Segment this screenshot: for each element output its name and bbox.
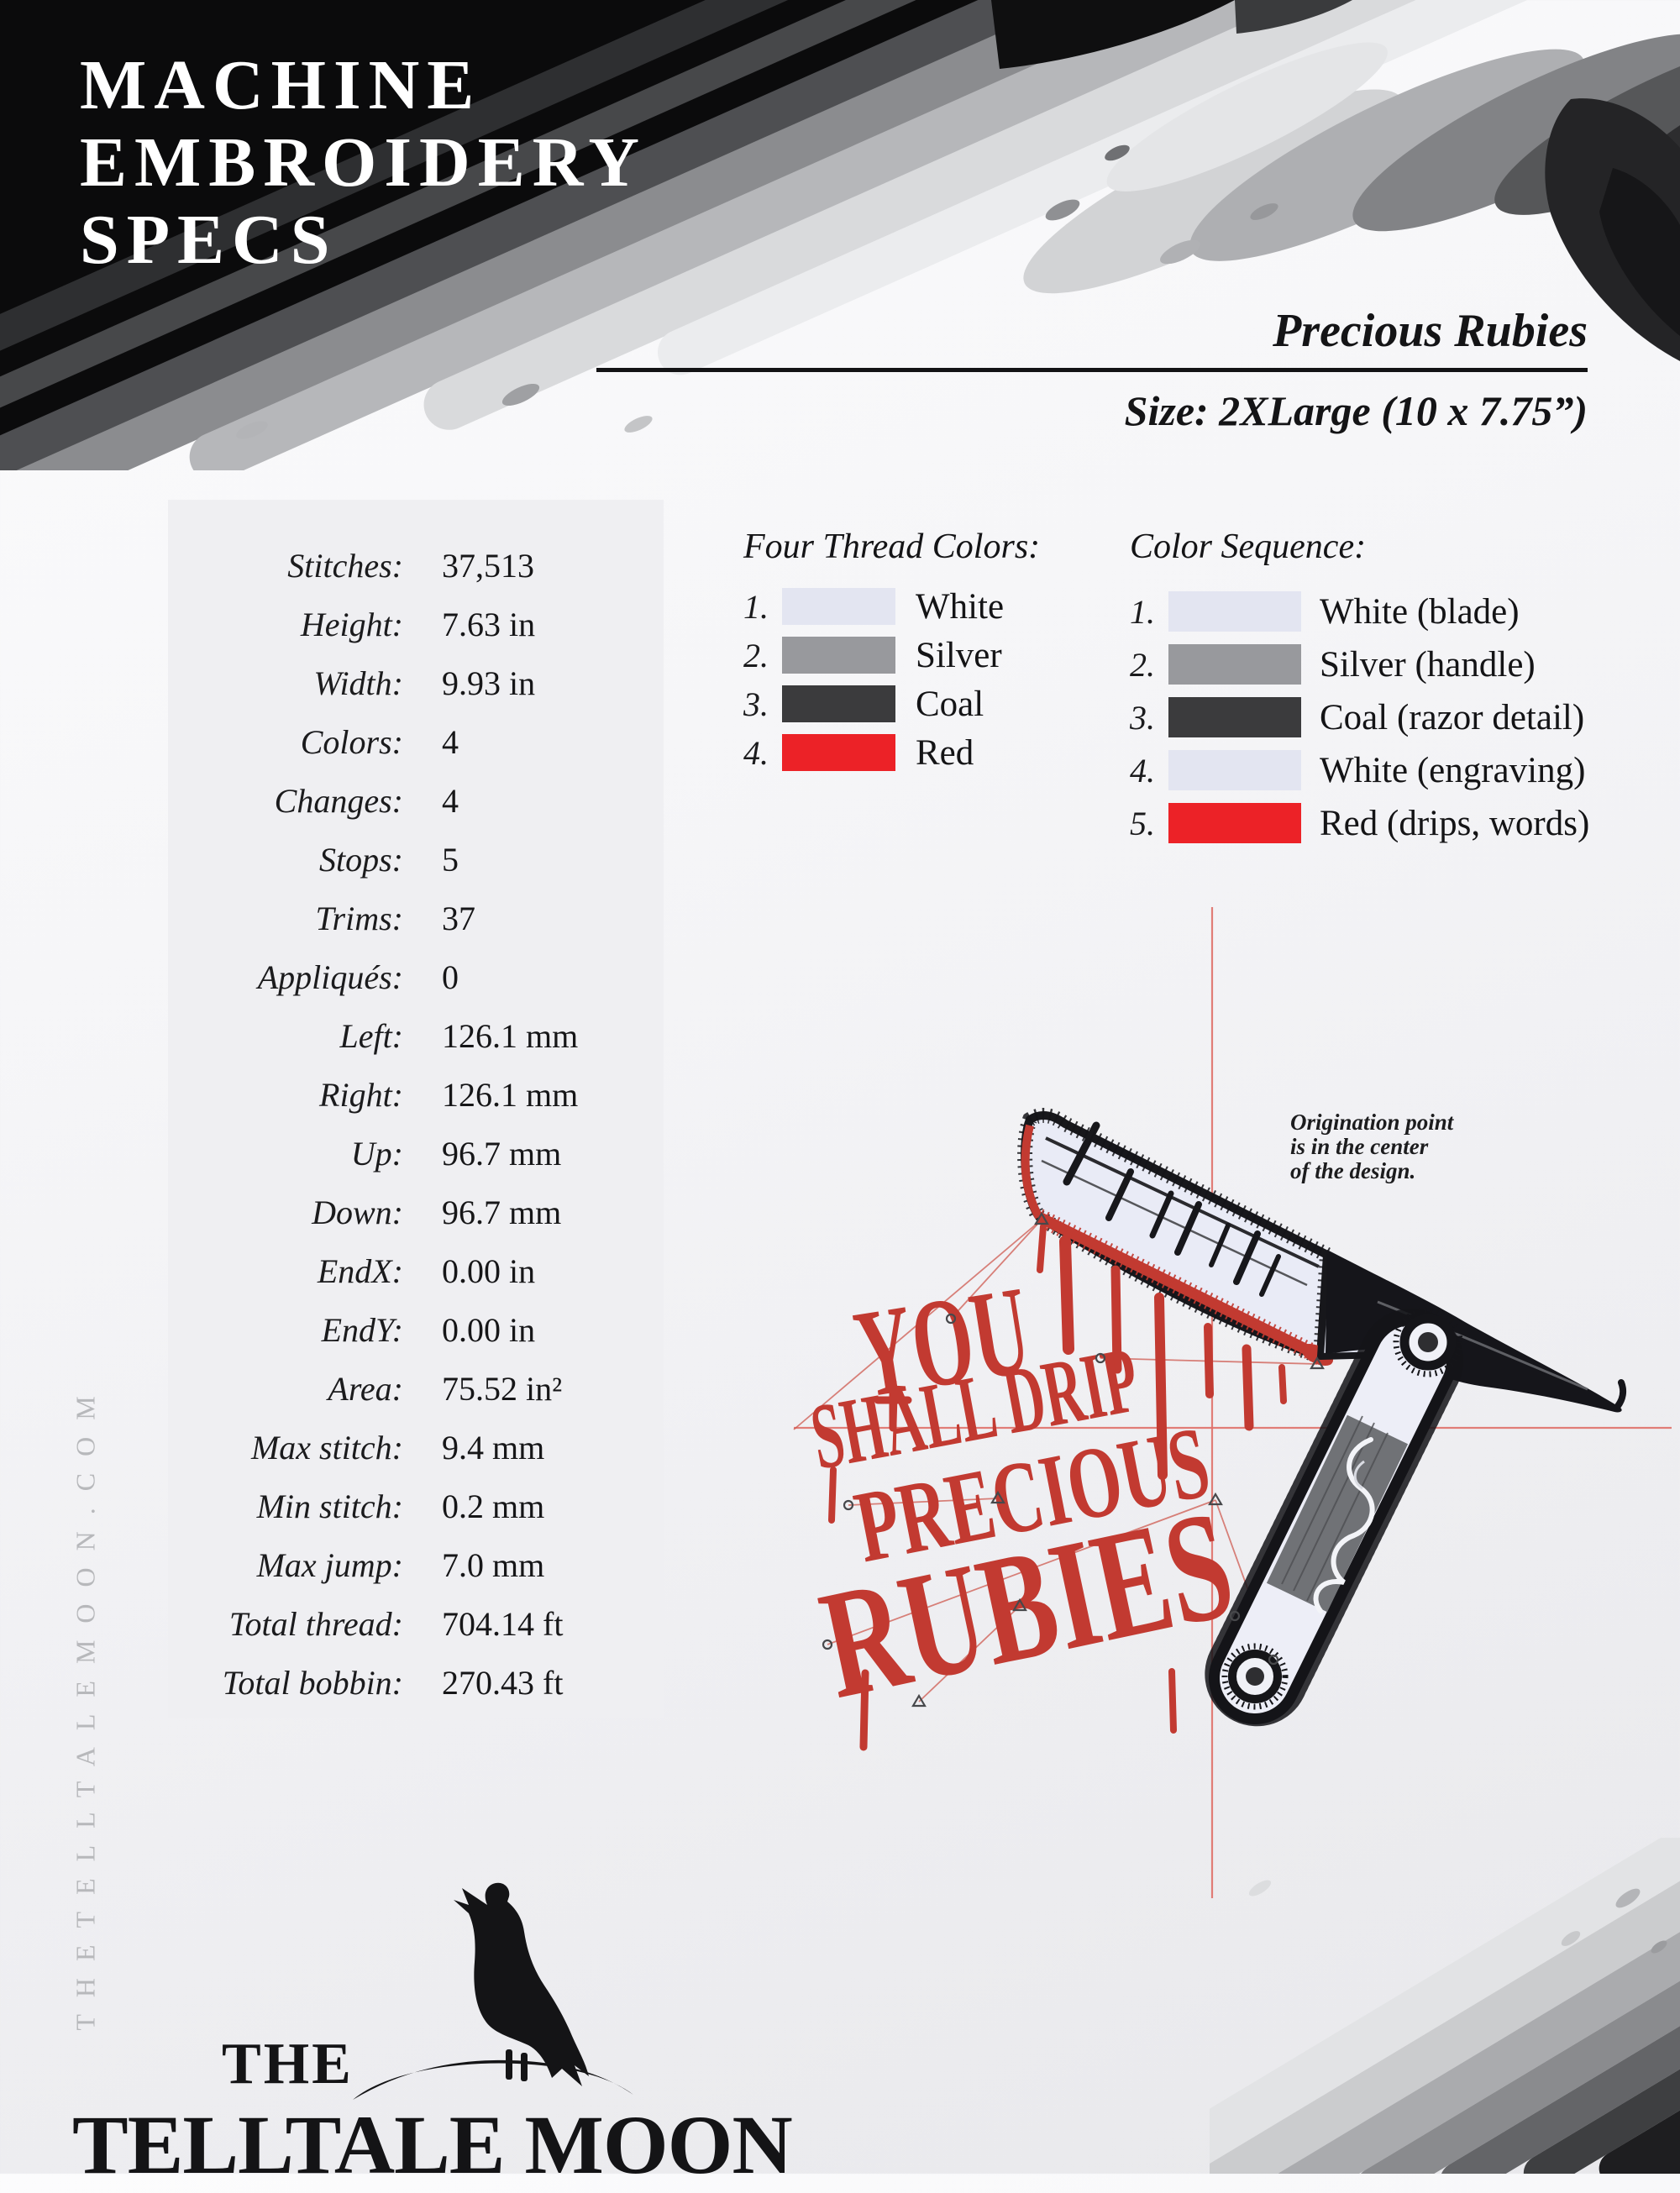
thread-colors-list: Four Thread Colors: 1. White 2. Silver 3. C… [743, 527, 1040, 783]
spec-row: Min stitch: 0.2 mm [256, 1487, 545, 1525]
corner-brush-art [1210, 1838, 1680, 2174]
spec-row: Appliqués: 0 [257, 958, 459, 996]
page-title: MACHINE EMBROIDERY SPECS [80, 46, 648, 279]
spec-row: Total thread: 704.14 ft [228, 1605, 564, 1643]
color-sequence-list: Color Sequence: 1. White (blade) 2. Silver… [1130, 527, 1589, 856]
blood-drips [1021, 1124, 1334, 1480]
handle-engraving [1313, 1437, 1375, 1613]
color-sequence-row: 1. White (blade) [1130, 591, 1520, 632]
spec-row: Area: 75.52 in² [328, 1370, 563, 1408]
header-brush-art [0, 0, 1680, 470]
spec-row: Colors: 4 [300, 723, 459, 761]
spec-row: Down: 96.7 mm [312, 1194, 562, 1231]
color-swatch [782, 588, 895, 625]
stitch-lettering: YOU SHALL DRIP PRECIOUS RUBIES [803, 1260, 1247, 1751]
color-swatch [782, 685, 895, 722]
logo-art [353, 1882, 633, 2100]
spec-row: Max jump: 7.0 mm [256, 1546, 545, 1584]
spec-row: Changes: 4 [274, 782, 459, 820]
color-swatch [782, 637, 895, 674]
color-sequence-row: 4. White (engraving) [1130, 750, 1586, 790]
thread-colors-heading: Four Thread Colors: [743, 527, 1041, 566]
spec-panel: Stitches: 37,513 Height: 7.63 in Width: 9.9… [168, 500, 664, 1718]
embroidery-design-preview: YOU SHALL DRIP PRECIOUS RUBIES [793, 907, 1672, 1898]
spec-row: Stops: 5 [319, 841, 459, 879]
color-swatch [782, 734, 895, 771]
color-sequence-heading: Color Sequence: [1130, 527, 1367, 566]
crescent-moon-icon [353, 2059, 633, 2100]
end-screw [1221, 1643, 1289, 1710]
color-swatch [1168, 644, 1301, 685]
color-sequence-row: 5. Red (drips, words) [1130, 803, 1590, 843]
spec-row: Trims: 37 [315, 900, 476, 937]
thread-color-row: 4. Red [743, 732, 974, 773]
color-swatch [1168, 803, 1301, 843]
color-swatch [1168, 697, 1301, 737]
color-sequence-row: 3. Coal (razor detail) [1130, 697, 1585, 737]
design-name: Precious Rubies [1273, 305, 1588, 357]
spec-row: Stitches: 37,513 [287, 547, 534, 585]
logo-text-telltale-moon: TELLTALE MOON [72, 2098, 793, 2191]
thread-color-row: 2. Silver [743, 635, 1002, 675]
title-divider [596, 368, 1588, 372]
spec-row: Height: 7.63 in [300, 606, 536, 643]
color-swatch [1168, 591, 1301, 632]
spec-row: Max stitch: 9.4 mm [250, 1429, 545, 1466]
spec-row: Width: 9.93 in [313, 664, 536, 702]
spec-row: Total bobbin: 270.43 ft [222, 1664, 564, 1702]
color-swatch [1168, 750, 1301, 790]
spec-row: Right: 126.1 mm [319, 1076, 579, 1114]
website-url-vertical: THETELLTALEMOON.COM [70, 1379, 101, 2031]
thread-color-row: 3. Coal [743, 684, 984, 724]
crow-icon [454, 1882, 589, 2086]
spec-row: EndX: 0.00 in [317, 1252, 536, 1290]
razor-handle [1203, 1309, 1463, 1730]
size-label: Size: 2XLarge (10 x 7.75”) [1124, 387, 1588, 434]
spec-row: EndY: 0.00 in [321, 1311, 536, 1349]
spec-row: Left: 126.1 mm [339, 1017, 579, 1055]
pivot-screw [1393, 1307, 1463, 1377]
color-sequence-row: 2. Silver (handle) [1130, 644, 1536, 685]
origination-note: Origination point is in the center of th… [1290, 1110, 1454, 1183]
stitch-markers [822, 1211, 1325, 1708]
spec-row: Up: 96.7 mm [350, 1135, 562, 1173]
thread-color-row: 1. White [743, 586, 1005, 627]
logo-text-the: THE [222, 2032, 354, 2096]
